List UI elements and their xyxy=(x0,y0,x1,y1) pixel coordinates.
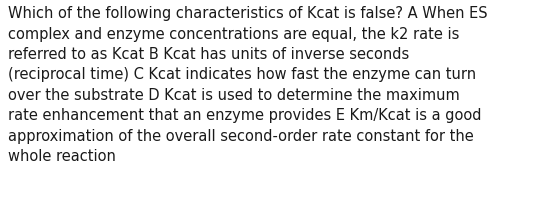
Text: Which of the following characteristics of Kcat is false? A When ES
complex and e: Which of the following characteristics o… xyxy=(8,6,488,164)
